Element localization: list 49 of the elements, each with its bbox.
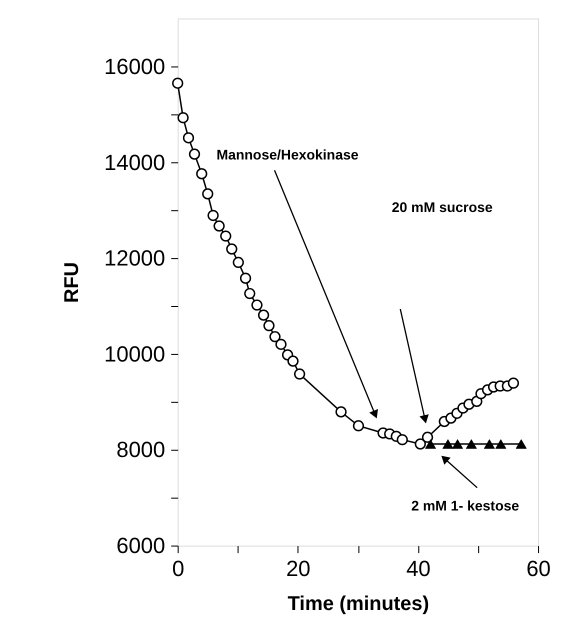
point xyxy=(240,272,252,284)
point xyxy=(275,338,287,350)
point xyxy=(422,432,434,443)
y-tick-label: 10000 xyxy=(104,341,166,366)
point xyxy=(232,256,244,268)
point xyxy=(452,439,464,449)
point xyxy=(335,406,347,418)
x-axis-title: Time (minutes) xyxy=(288,592,430,615)
point xyxy=(214,220,225,232)
y-tick-label: 12000 xyxy=(104,246,166,271)
x-tick-label: 0 xyxy=(172,556,184,582)
x-tick-label: 60 xyxy=(526,556,551,582)
point xyxy=(226,243,238,255)
x-tick-label: 20 xyxy=(286,556,311,582)
y-tick-label: 14000 xyxy=(104,150,166,175)
point xyxy=(425,439,436,449)
point xyxy=(466,439,477,449)
point xyxy=(495,439,506,449)
annotation: Mannose/Hexokinase xyxy=(216,146,359,162)
y-tick-label: 6000 xyxy=(116,533,166,558)
y-axis-title: RFU xyxy=(61,262,84,304)
point xyxy=(251,299,263,311)
point xyxy=(287,356,299,367)
point xyxy=(294,368,306,380)
point xyxy=(220,230,232,242)
annotation: 2 mM 1- kestose xyxy=(411,498,520,514)
point xyxy=(244,288,256,300)
x-tick-label: 40 xyxy=(406,556,431,582)
point xyxy=(182,132,194,144)
annotation: 20 mM sucrose xyxy=(392,199,493,216)
point xyxy=(258,310,270,321)
point xyxy=(352,420,364,432)
point xyxy=(471,396,482,407)
y-tick-label: 8000 xyxy=(116,437,166,462)
point xyxy=(508,378,520,389)
point xyxy=(177,112,189,124)
point xyxy=(484,439,495,449)
point xyxy=(172,78,184,89)
point xyxy=(396,434,408,446)
point xyxy=(442,439,454,449)
point xyxy=(269,331,281,342)
point xyxy=(188,148,200,160)
point xyxy=(208,210,219,222)
y-tick-label: 16000 xyxy=(104,54,166,79)
point xyxy=(202,188,214,200)
point xyxy=(196,168,208,180)
point xyxy=(516,439,527,449)
point xyxy=(263,320,275,332)
point xyxy=(414,438,426,450)
